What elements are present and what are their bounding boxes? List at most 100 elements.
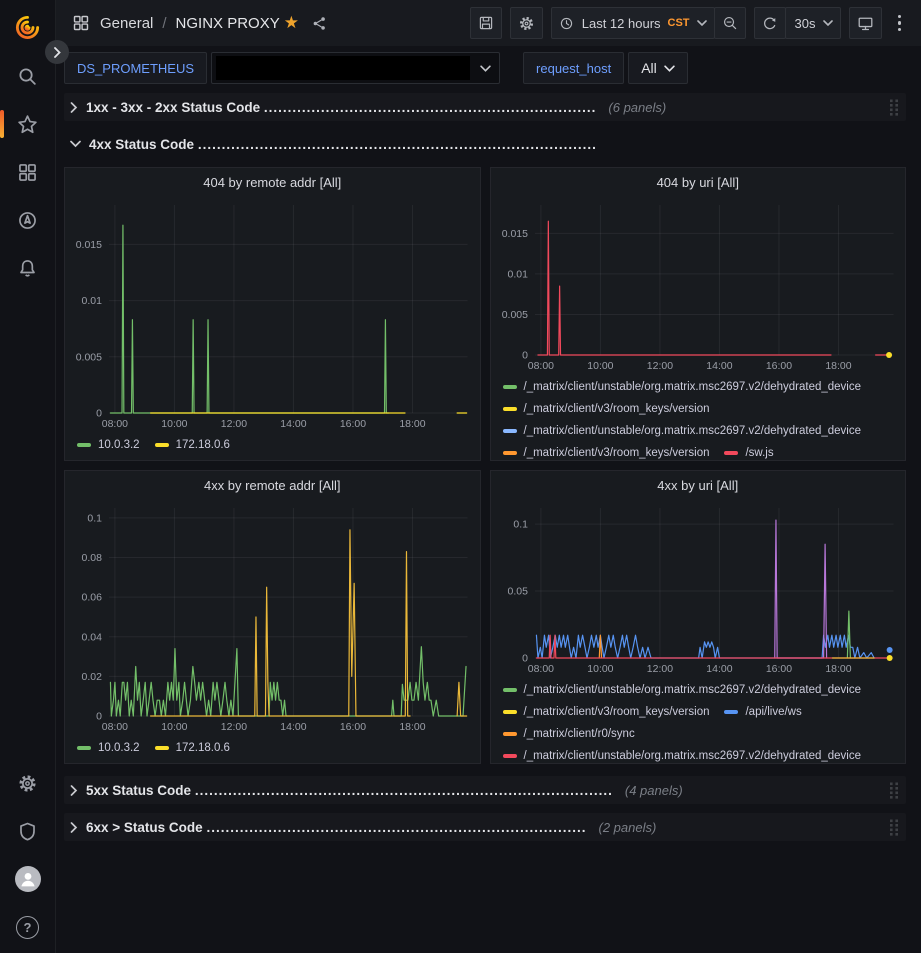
share-button[interactable] [311, 15, 328, 32]
legend-color-swatch [502, 450, 517, 455]
legend-item[interactable]: /_matrix/client/unstable/org.matrix.msc2… [502, 422, 862, 439]
timeseries-chart[interactable]: 08:00 10:00 12:00 14:00 16:00 18:00 0 0.02 0.04 0… [65, 500, 480, 734]
legend-item[interactable]: /_matrix/client/v3/room_keys/version [502, 444, 710, 460]
svg-text:0.01: 0.01 [507, 269, 528, 280]
breadcrumb-section[interactable]: General [100, 14, 154, 32]
refresh-icon [764, 16, 776, 29]
breadcrumb-separator: / [162, 14, 167, 32]
timeseries-chart[interactable]: 08:00 10:00 12:00 14:00 16:00 18:00 0 0.05 0.1 [491, 500, 906, 676]
row-header-1xx-3xx-2xx[interactable]: 1xx - 3xx - 2xx Status Code ............… [64, 93, 906, 121]
legend-item[interactable]: /_matrix/client/unstable/org.matrix.msc2… [502, 681, 862, 698]
legend-label: /_matrix/client/v3/room_keys/version [523, 705, 710, 718]
row-header-5xx[interactable]: 5xx Status Code ........................… [64, 776, 906, 804]
svg-text:18:00: 18:00 [399, 419, 425, 430]
svg-text:16:00: 16:00 [765, 664, 791, 675]
row-drag-handle[interactable] [889, 782, 900, 799]
row-drag-handle[interactable] [889, 819, 900, 836]
sidebar-item-settings[interactable] [0, 759, 55, 807]
save-icon [479, 16, 492, 30]
panel-4xx-by-remote-addr: 4xx by remote addr [All] 08:00 10:00 12:00… [64, 470, 481, 764]
timeseries-chart[interactable]: 08:00 10:00 12:00 14:00 16:00 18:00 0 0.005 0.01… [65, 197, 480, 431]
breadcrumb-dashboard-title[interactable]: NGINX PROXY [175, 14, 280, 32]
legend-item[interactable]: /sw.js [724, 444, 774, 460]
legend-color-swatch [502, 709, 517, 714]
favorite-star-icon[interactable]: ★ [283, 13, 299, 32]
save-dashboard-button[interactable] [469, 7, 502, 39]
svg-text:0.005: 0.005 [501, 310, 527, 321]
legend-label: /_matrix/client/unstable/org.matrix.msc2… [523, 749, 862, 762]
expand-sidebar-button[interactable] [45, 40, 69, 64]
panel-title[interactable]: 404 by remote addr [All] [203, 175, 342, 190]
svg-text:0: 0 [96, 408, 102, 419]
legend-item[interactable]: /api/live/ws [724, 703, 802, 720]
legend-item[interactable]: 172.18.0.6 [154, 739, 230, 756]
svg-text:14:00: 14:00 [280, 722, 306, 733]
sidebar-bottom: ? [0, 759, 55, 953]
legend-item[interactable]: 10.0.3.2 [77, 739, 140, 756]
sidebar-item-admin[interactable] [0, 807, 55, 855]
legend-item[interactable]: /_matrix/client/v3/room_keys/version [502, 703, 710, 720]
refresh-interval-dropdown[interactable]: 30s [784, 7, 841, 39]
active-section-indicator [0, 110, 4, 138]
svg-text:10:00: 10:00 [587, 361, 613, 372]
row-header-4xx[interactable]: 4xx Status Code ........................… [64, 130, 906, 158]
svg-text:0.005: 0.005 [76, 352, 102, 363]
legend-color-swatch [502, 384, 517, 389]
chevron-down-icon [664, 64, 675, 72]
avatar [14, 866, 41, 892]
dashboard-grid-icon [73, 15, 89, 31]
dashboard-settings-button[interactable] [509, 7, 543, 39]
request-host-variable-select[interactable]: All [628, 52, 688, 84]
legend-item[interactable]: 10.0.3.2 [77, 436, 140, 453]
legend-item[interactable]: /_matrix/client/unstable/org.matrix.msc2… [502, 378, 862, 395]
panel-title[interactable]: 4xx by uri [All] [657, 478, 739, 493]
timeseries-chart[interactable]: 08:00 10:00 12:00 14:00 16:00 18:00 0 0.005 0.01… [491, 197, 906, 373]
row-header-6xx[interactable]: 6xx > Status Code ......................… [64, 813, 906, 841]
zoom-out-time-button[interactable] [713, 7, 746, 39]
svg-text:0.1: 0.1 [87, 513, 102, 524]
sidebar-item-starred[interactable] [0, 100, 55, 148]
legend-label: /_matrix/client/v3/room_keys/version [523, 446, 710, 459]
redacted-value [216, 56, 471, 80]
svg-text:18:00: 18:00 [825, 361, 851, 372]
kebab-menu-icon[interactable] [890, 14, 910, 32]
datasource-variable-label[interactable]: DS_PROMETHEUS [64, 52, 208, 84]
legend-color-swatch [77, 745, 91, 750]
panel-title[interactable]: 404 by uri [All] [656, 175, 739, 190]
gear-icon [519, 16, 533, 30]
legend-label: /_matrix/client/v3/room_keys/version [523, 402, 710, 415]
row-title-dots: ........................................… [263, 99, 597, 115]
legend-item[interactable]: /_matrix/client/v3/room_keys/version [502, 400, 710, 417]
time-picker-button[interactable]: Last 12 hours CST [550, 7, 715, 39]
row-drag-handle[interactable] [889, 99, 900, 116]
sidebar-item-help[interactable]: ? [0, 903, 55, 951]
svg-text:14:00: 14:00 [280, 419, 306, 430]
grafana-logo[interactable] [0, 2, 55, 52]
sidebar-item-alerting[interactable] [0, 244, 55, 292]
legend-label: /_matrix/client/unstable/org.matrix.msc2… [523, 380, 862, 393]
svg-text:08:00: 08:00 [527, 361, 553, 372]
refresh-button[interactable] [753, 7, 786, 39]
sidebar-item-profile[interactable] [0, 855, 55, 903]
legend-label: 172.18.0.6 [175, 438, 230, 451]
legend-label: /_matrix/client/unstable/org.matrix.msc2… [523, 424, 862, 437]
chart-legend: /_matrix/client/unstable/org.matrix.msc2… [491, 373, 906, 460]
legend-item[interactable]: 172.18.0.6 [154, 436, 230, 453]
tv-mode-button[interactable] [848, 7, 882, 39]
svg-text:10:00: 10:00 [587, 664, 613, 675]
request-host-variable-label[interactable]: request_host [523, 52, 625, 84]
sidebar-item-dashboards[interactable] [0, 148, 55, 196]
legend-item[interactable]: /_matrix/client/r0/sync [502, 725, 635, 742]
panel-title[interactable]: 4xx by remote addr [All] [203, 478, 341, 493]
sidebar-item-explore[interactable] [0, 196, 55, 244]
panel-grid: 404 by remote addr [All] 08:00 10:00 12:00… [64, 167, 906, 764]
svg-text:14:00: 14:00 [706, 664, 732, 675]
grafana-logo-icon [15, 15, 40, 39]
breadcrumb: General / NGINX PROXY [100, 15, 280, 32]
legend-label: /_matrix/client/unstable/org.matrix.msc2… [523, 683, 862, 696]
legend-item[interactable]: /_matrix/client/unstable/org.matrix.msc2… [502, 747, 862, 763]
datasource-variable-select[interactable] [211, 52, 501, 84]
svg-text:16:00: 16:00 [340, 419, 366, 430]
sidebar-item-search[interactable] [0, 52, 55, 100]
legend-color-swatch [154, 442, 169, 447]
